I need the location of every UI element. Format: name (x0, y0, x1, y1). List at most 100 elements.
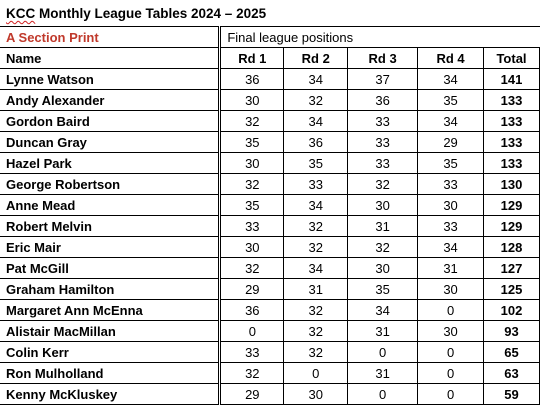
rd3-cell[interactable]: 31 (347, 362, 419, 384)
rd3-cell[interactable]: 30 (347, 194, 419, 216)
rd3-cell[interactable]: 32 (347, 173, 419, 195)
header-total[interactable]: Total (483, 47, 540, 69)
rd2-cell[interactable]: 0 (283, 362, 349, 384)
rd1-cell[interactable]: 35 (219, 131, 285, 153)
player-name-cell[interactable]: Anne Mead (0, 194, 222, 216)
rd4-cell[interactable]: 0 (417, 383, 485, 405)
rd2-cell[interactable]: 32 (283, 341, 349, 363)
rd1-cell[interactable]: 32 (219, 110, 285, 132)
rd1-cell[interactable]: 32 (219, 362, 285, 384)
sheet-title[interactable]: KCC Monthly League Tables 2024 – 2025 (6, 3, 266, 25)
rd4-cell[interactable]: 0 (417, 341, 485, 363)
total-cell[interactable]: 93 (483, 320, 540, 342)
total-cell[interactable]: 141 (483, 68, 540, 90)
rd2-cell[interactable]: 32 (283, 320, 349, 342)
rd1-cell[interactable]: 32 (219, 173, 285, 195)
rd3-cell[interactable]: 31 (347, 320, 419, 342)
rd1-cell[interactable]: 29 (219, 383, 285, 405)
total-cell[interactable]: 102 (483, 299, 540, 321)
rd2-cell[interactable]: 33 (283, 173, 349, 195)
player-name-cell[interactable]: Ron Mulholland (0, 362, 222, 384)
rd3-cell[interactable]: 32 (347, 236, 419, 258)
total-cell[interactable]: 125 (483, 278, 540, 300)
rd1-cell[interactable]: 36 (219, 299, 285, 321)
rd1-cell[interactable]: 33 (219, 215, 285, 237)
total-cell[interactable]: 59 (483, 383, 540, 405)
player-name-cell[interactable]: George Robertson (0, 173, 222, 195)
rd2-cell[interactable]: 34 (283, 194, 349, 216)
total-cell[interactable]: 133 (483, 152, 540, 174)
rd3-cell[interactable]: 31 (347, 215, 419, 237)
rd3-cell[interactable]: 34 (347, 299, 419, 321)
player-name-cell[interactable]: Hazel Park (0, 152, 222, 174)
rd3-cell[interactable]: 0 (347, 383, 419, 405)
player-name-cell[interactable]: Eric Mair (0, 236, 222, 258)
total-cell[interactable]: 133 (483, 89, 540, 111)
header-rd1[interactable]: Rd 1 (219, 47, 285, 69)
rd2-cell[interactable]: 34 (283, 68, 349, 90)
rd3-cell[interactable]: 33 (347, 131, 419, 153)
rd1-cell[interactable]: 30 (219, 236, 285, 258)
rd1-cell[interactable]: 33 (219, 341, 285, 363)
subtitle-cell[interactable]: Final league positions (219, 26, 540, 48)
rd4-cell[interactable]: 34 (417, 110, 485, 132)
rd4-cell[interactable]: 33 (417, 173, 485, 195)
rd3-cell[interactable]: 0 (347, 341, 419, 363)
player-name-cell[interactable]: Lynne Watson (0, 68, 222, 90)
player-name-cell[interactable]: Graham Hamilton (0, 278, 222, 300)
rd4-cell[interactable]: 34 (417, 236, 485, 258)
total-cell[interactable]: 63 (483, 362, 540, 384)
rd2-cell[interactable]: 35 (283, 152, 349, 174)
rd2-cell[interactable]: 32 (283, 299, 349, 321)
rd3-cell[interactable]: 36 (347, 89, 419, 111)
rd1-cell[interactable]: 30 (219, 89, 285, 111)
section-label[interactable]: A Section Print (0, 26, 222, 48)
header-name[interactable]: Name (0, 47, 222, 69)
total-cell[interactable]: 65 (483, 341, 540, 363)
total-cell[interactable]: 133 (483, 110, 540, 132)
rd1-cell[interactable]: 35 (219, 194, 285, 216)
header-rd2[interactable]: Rd 2 (283, 47, 349, 69)
rd4-cell[interactable]: 0 (417, 362, 485, 384)
rd4-cell[interactable]: 34 (417, 68, 485, 90)
player-name-cell[interactable]: Gordon Baird (0, 110, 222, 132)
total-cell[interactable]: 129 (483, 215, 540, 237)
rd4-cell[interactable]: 30 (417, 320, 485, 342)
rd1-cell[interactable]: 0 (219, 320, 285, 342)
rd4-cell[interactable]: 35 (417, 152, 485, 174)
rd2-cell[interactable]: 36 (283, 131, 349, 153)
rd1-cell[interactable]: 32 (219, 257, 285, 279)
rd4-cell[interactable]: 33 (417, 215, 485, 237)
total-cell[interactable]: 130 (483, 173, 540, 195)
rd3-cell[interactable]: 33 (347, 152, 419, 174)
rd2-cell[interactable]: 32 (283, 215, 349, 237)
rd3-cell[interactable]: 30 (347, 257, 419, 279)
rd3-cell[interactable]: 33 (347, 110, 419, 132)
rd1-cell[interactable]: 29 (219, 278, 285, 300)
player-name-cell[interactable]: Duncan Gray (0, 131, 222, 153)
rd4-cell[interactable]: 35 (417, 89, 485, 111)
player-name-cell[interactable]: Pat McGill (0, 257, 222, 279)
rd4-cell[interactable]: 0 (417, 299, 485, 321)
rd3-cell[interactable]: 35 (347, 278, 419, 300)
rd1-cell[interactable]: 30 (219, 152, 285, 174)
header-rd4[interactable]: Rd 4 (417, 47, 485, 69)
rd2-cell[interactable]: 34 (283, 257, 349, 279)
rd4-cell[interactable]: 30 (417, 194, 485, 216)
total-cell[interactable]: 129 (483, 194, 540, 216)
rd2-cell[interactable]: 32 (283, 236, 349, 258)
rd3-cell[interactable]: 37 (347, 68, 419, 90)
rd4-cell[interactable]: 29 (417, 131, 485, 153)
rd1-cell[interactable]: 36 (219, 68, 285, 90)
rd2-cell[interactable]: 34 (283, 110, 349, 132)
player-name-cell[interactable]: Colin Kerr (0, 341, 222, 363)
player-name-cell[interactable]: Alistair MacMillan (0, 320, 222, 342)
player-name-cell[interactable]: Andy Alexander (0, 89, 222, 111)
player-name-cell[interactable]: Margaret Ann McEnna (0, 299, 222, 321)
rd4-cell[interactable]: 31 (417, 257, 485, 279)
rd2-cell[interactable]: 31 (283, 278, 349, 300)
player-name-cell[interactable]: Kenny McKluskey (0, 383, 222, 405)
rd2-cell[interactable]: 32 (283, 89, 349, 111)
total-cell[interactable]: 133 (483, 131, 540, 153)
rd4-cell[interactable]: 30 (417, 278, 485, 300)
